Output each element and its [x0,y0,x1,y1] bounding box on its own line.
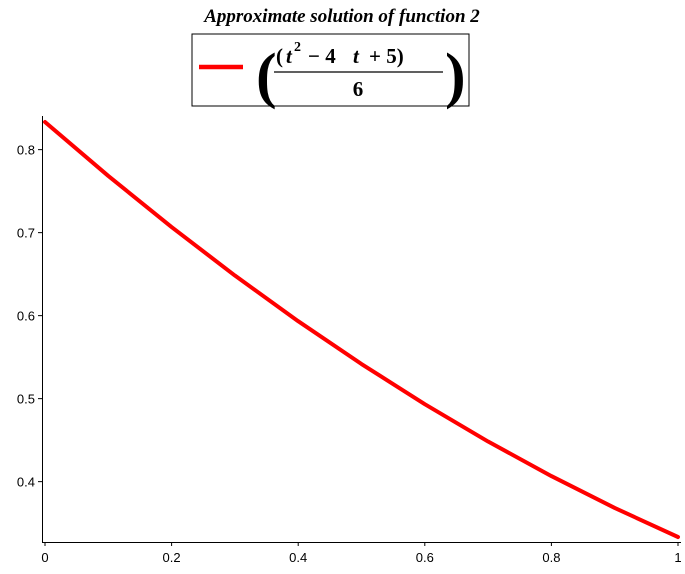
chart-title: Approximate solution of function 2 [203,6,480,27]
legend-numerator-var-2: t [353,44,360,68]
x-tick-label: 0 [41,550,48,565]
x-tick-label: 0.8 [542,550,560,565]
x-tick-label: 0.4 [289,550,307,565]
legend-numerator-open: ( [276,44,283,68]
y-tick-label: 0.8 [17,143,35,158]
ticks: 0 0.2 0.4 0.6 0.8 1 0.4 0.5 0.6 0.7 0.8 [17,143,682,565]
y-tick-label: 0.5 [17,392,35,407]
y-tick-label: 0.4 [17,475,35,490]
legend-close-paren: ) [445,42,466,110]
legend-box [191,33,470,107]
series-line [43,120,680,539]
legend-denominator: 6 [353,77,364,101]
y-tick-label: 0.6 [17,309,35,324]
legend: ( ) ( t 2 − 4 t + 5) 6 [191,33,470,110]
x-tick-label: 1 [674,550,681,565]
x-tick-label: 0.2 [163,550,181,565]
x-tick-label: 0.6 [416,550,434,565]
legend-numerator-op-1: − 4 [308,44,336,68]
legend-numerator-var-1: t [286,44,293,68]
legend-numerator-exp: 2 [294,40,301,55]
legend-open-paren: ( [256,42,277,110]
y-tick-label: 0.7 [17,226,35,241]
legend-numerator-op-2: + 5) [369,44,404,68]
series [43,120,680,539]
